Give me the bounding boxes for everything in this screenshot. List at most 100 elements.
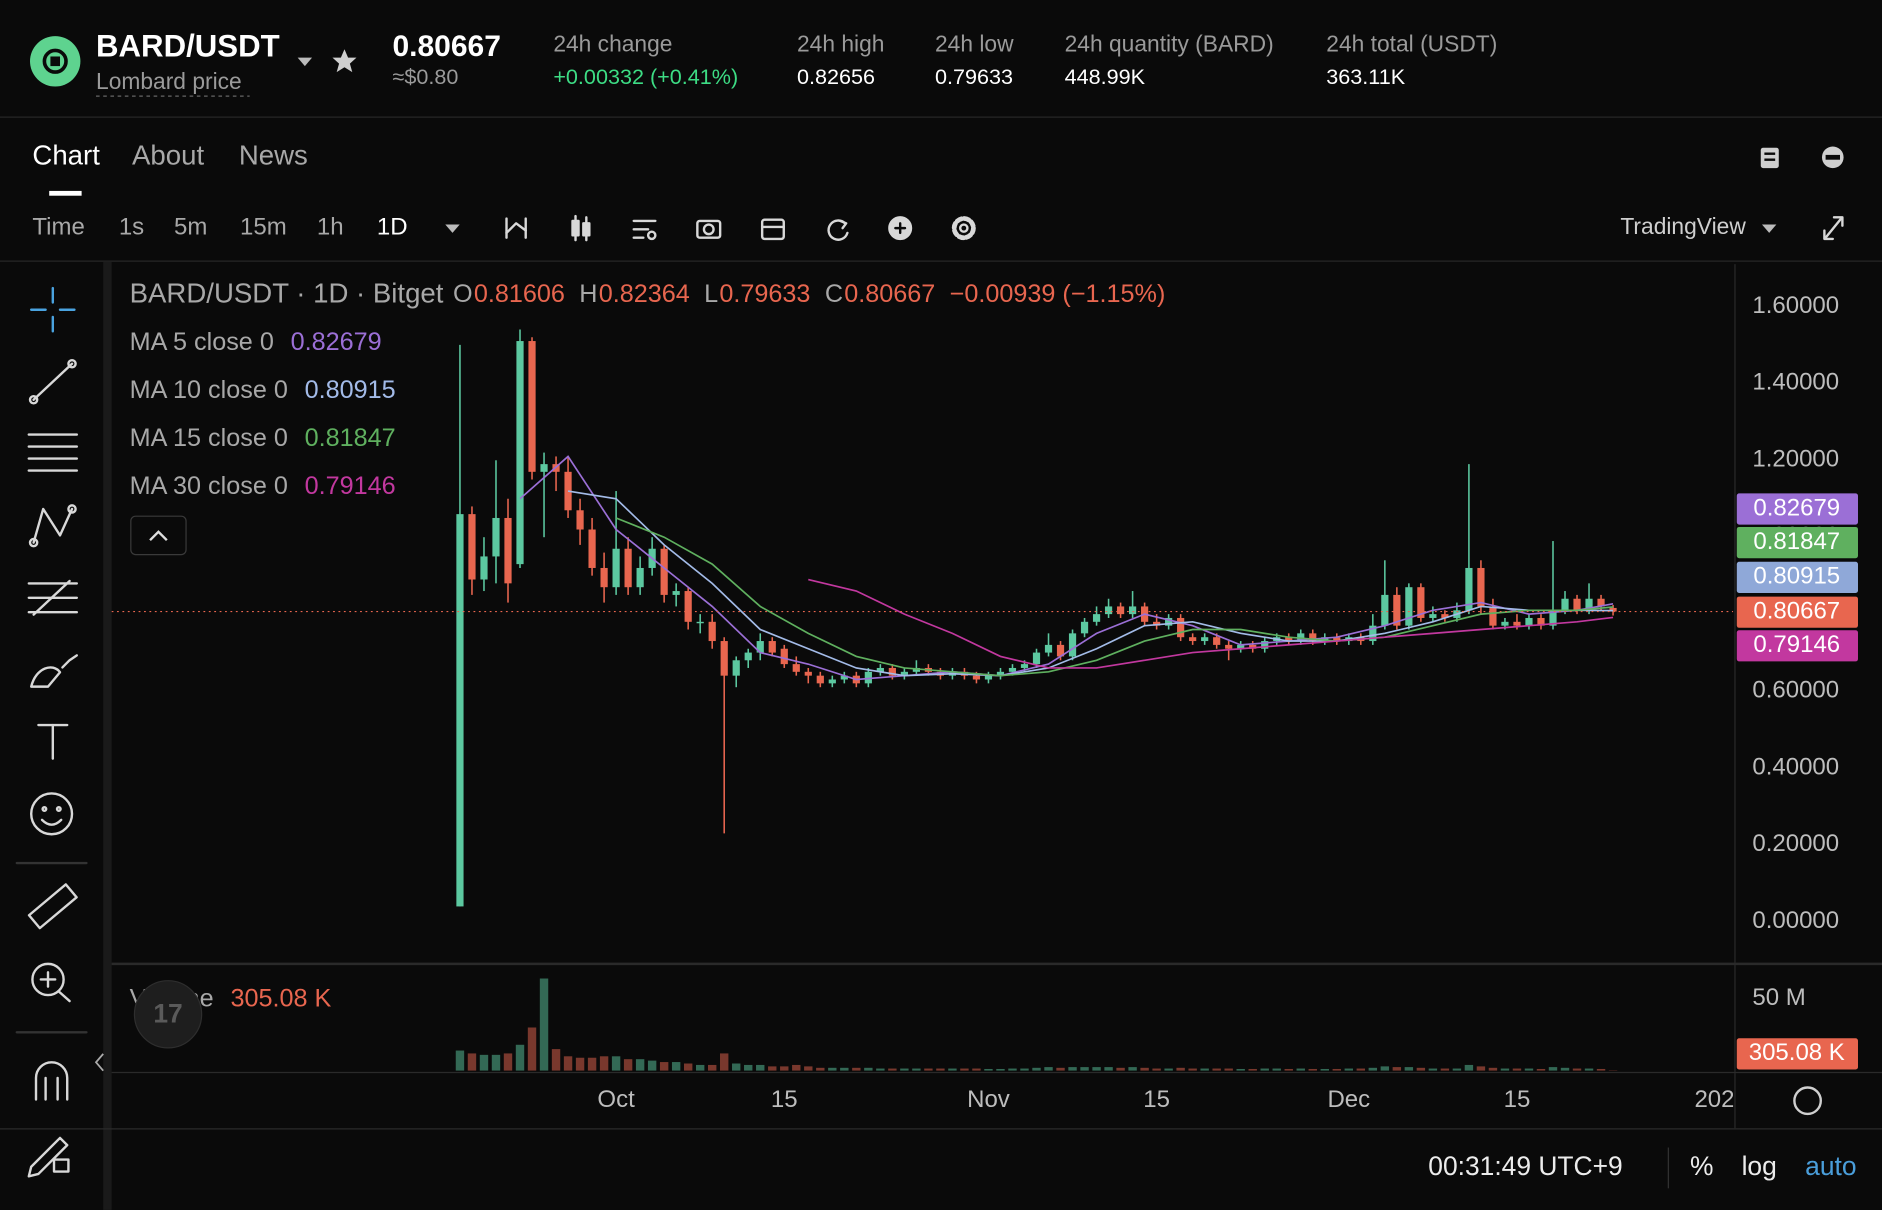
fullscreen[interactable] (1823, 216, 1844, 241)
change-value: −0.00939 (−1.15%) (950, 280, 1166, 308)
candle-body (888, 667, 896, 676)
volume-bar (1368, 1067, 1378, 1071)
candle-body (516, 341, 524, 565)
candle-body (996, 671, 1005, 676)
y-tick-label: 0.60000 (1752, 676, 1839, 703)
tab[interactable]: Chart (32, 140, 100, 171)
volume-bar (551, 1049, 561, 1071)
zoom[interactable] (31, 962, 71, 1003)
candle-body (780, 648, 788, 665)
crosshair[interactable] (30, 286, 76, 333)
interval-dropdown[interactable] (445, 224, 460, 233)
candle-body (1549, 610, 1557, 626)
symbol[interactable]: BARD/USDT (96, 28, 280, 63)
candle-body (1321, 637, 1329, 642)
candle-body (1056, 644, 1065, 657)
chart-provider[interactable]: TradingView (1620, 213, 1746, 239)
candle-body (1585, 598, 1593, 611)
candle-body (1333, 637, 1341, 642)
snapshot[interactable] (696, 219, 722, 239)
symbol-dropdown[interactable] (297, 57, 313, 67)
volume-bar (1548, 1067, 1558, 1071)
interval[interactable]: 15m (240, 213, 287, 240)
candle-body (612, 548, 620, 588)
interval[interactable]: 1h (317, 213, 344, 240)
candle-body (732, 660, 740, 676)
volume-bar (515, 1044, 525, 1071)
volume-bar (599, 1056, 609, 1071)
replay[interactable] (827, 219, 849, 241)
settings[interactable] (951, 216, 976, 241)
indicators[interactable] (632, 219, 657, 241)
candle-body (1177, 617, 1185, 638)
interval[interactable]: 1s (119, 213, 144, 240)
y-tick-label: 0.00000 (1752, 907, 1839, 934)
volume-bar (635, 1059, 645, 1071)
scale-option[interactable]: auto (1805, 1151, 1856, 1181)
ohlc-label: L (704, 280, 718, 308)
horizontal-lines[interactable] (27, 433, 79, 472)
x-tick-label: 2026 (1694, 1086, 1747, 1113)
volume-bar (1044, 1067, 1053, 1071)
scale-option[interactable]: log (1742, 1151, 1777, 1181)
candle-body (672, 591, 680, 595)
volume-bar (888, 1068, 897, 1071)
calendar[interactable] (760, 218, 785, 241)
legend-collapse[interactable] (130, 515, 187, 556)
volume-bar (1164, 1068, 1173, 1071)
provider-dropdown[interactable] (1761, 224, 1777, 233)
axis-settings[interactable] (1793, 1086, 1822, 1116)
text-tool[interactable] (37, 723, 69, 760)
candle-body (1165, 617, 1173, 626)
magnet[interactable] (34, 1061, 69, 1101)
tabs: Chart About News (32, 140, 307, 171)
candle-style[interactable] (571, 214, 591, 242)
fib[interactable] (27, 579, 79, 616)
candle-body (1501, 621, 1509, 626)
volume-bar (1116, 1067, 1125, 1071)
emoji[interactable] (30, 792, 74, 836)
ma-line (808, 578, 1614, 669)
candle-body (792, 664, 800, 672)
tab[interactable]: News (239, 140, 308, 171)
volume-bar (1296, 1068, 1305, 1071)
candle-body (1429, 614, 1437, 618)
volume-bar (527, 1027, 537, 1071)
ruler[interactable] (27, 883, 78, 930)
collapse-toolbar[interactable] (94, 1053, 104, 1072)
volume-bar (1416, 1067, 1426, 1071)
volume-bar (683, 1063, 693, 1071)
favorite-star[interactable] (332, 49, 357, 73)
interval[interactable]: 1D (377, 213, 408, 240)
bar-style[interactable] (505, 217, 527, 239)
lock-drawings[interactable] (27, 1136, 70, 1178)
stat-value: 0.82656 (797, 64, 875, 89)
candle-body (624, 548, 632, 588)
volume-bar (1500, 1068, 1510, 1071)
volume-bar (1200, 1068, 1209, 1071)
ohlc-label: H (579, 280, 597, 308)
trend-line[interactable] (28, 358, 77, 405)
candle-body (1537, 617, 1545, 626)
interval[interactable]: 5m (174, 213, 207, 240)
brush[interactable] (30, 654, 79, 688)
pattern[interactable] (28, 504, 77, 548)
volume-bar (1236, 1068, 1245, 1071)
notes-icon[interactable] (1760, 147, 1779, 169)
tab[interactable]: About (132, 140, 204, 171)
volume-bar (647, 1060, 657, 1071)
volume-bar (1188, 1068, 1197, 1071)
candle-body (864, 671, 872, 684)
volume-bar (659, 1062, 669, 1071)
volume-bar (1104, 1067, 1113, 1071)
interval[interactable]: Time (32, 213, 84, 240)
add-indicator[interactable] (888, 216, 913, 241)
scale-option[interactable]: % (1690, 1151, 1713, 1181)
ma-line (567, 490, 1614, 677)
candle-body (1309, 633, 1317, 642)
volume-bar (924, 1068, 933, 1071)
support-icon[interactable] (1821, 146, 1844, 169)
coin-name[interactable]: Lombard price (96, 68, 242, 94)
candle-body (720, 641, 728, 676)
